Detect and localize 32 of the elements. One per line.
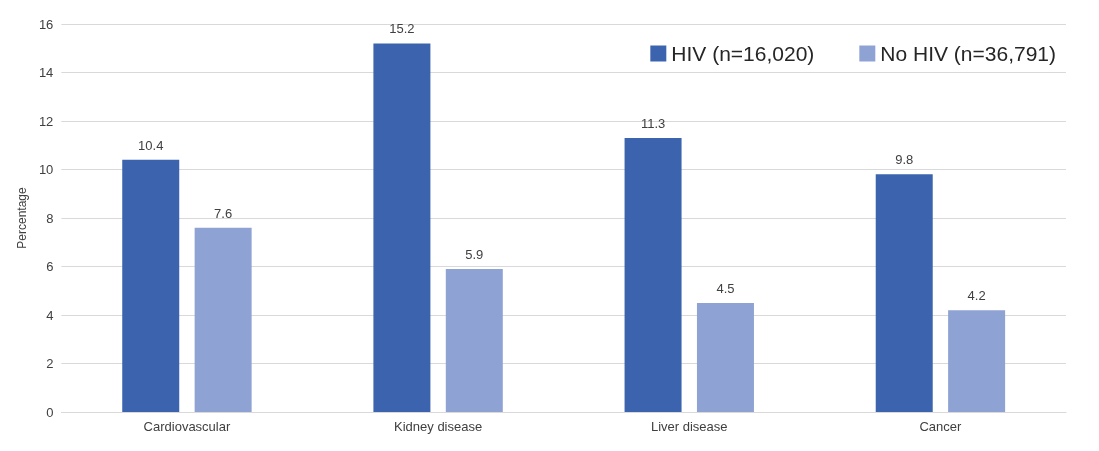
y-tick-label: 6 bbox=[46, 259, 54, 274]
y-tick-label: 14 bbox=[38, 65, 54, 80]
bar bbox=[624, 137, 682, 412]
x-tick-label: Cancer bbox=[919, 419, 963, 434]
data-label: 5.9 bbox=[465, 246, 484, 262]
y-tick-label: 0 bbox=[46, 404, 54, 420]
bar bbox=[373, 43, 431, 412]
data-label: 4.5 bbox=[716, 280, 735, 296]
data-label: 9.8 bbox=[895, 152, 914, 168]
y-tick-label: 10 bbox=[38, 162, 54, 177]
legend-label: HIV (n=16,020) bbox=[671, 42, 815, 65]
legend-label: No HIV (n=36,791) bbox=[880, 42, 1057, 65]
x-tick-label: Liver disease bbox=[650, 419, 728, 434]
bar bbox=[948, 310, 1006, 412]
data-label: 10.4 bbox=[138, 137, 164, 153]
bar bbox=[875, 174, 933, 412]
y-tick-label: 8 bbox=[46, 210, 54, 226]
bar bbox=[194, 227, 252, 412]
y-tick-label: 12 bbox=[38, 113, 54, 129]
data-label: 11.3 bbox=[640, 115, 666, 131]
bar bbox=[122, 159, 180, 412]
y-axis-title: Percentage bbox=[15, 186, 29, 249]
bar bbox=[696, 302, 754, 412]
y-tick-label: 2 bbox=[46, 356, 54, 371]
bar bbox=[445, 268, 503, 412]
data-label: 15.2 bbox=[389, 21, 415, 37]
y-tick-label: 4 bbox=[46, 307, 54, 323]
x-tick-label: Kidney disease bbox=[394, 419, 483, 434]
x-tick-label: Cardiovascular bbox=[143, 419, 231, 434]
y-tick-label: 16 bbox=[38, 16, 54, 32]
data-label: 7.6 bbox=[214, 205, 233, 221]
data-label: 4.2 bbox=[967, 288, 986, 304]
